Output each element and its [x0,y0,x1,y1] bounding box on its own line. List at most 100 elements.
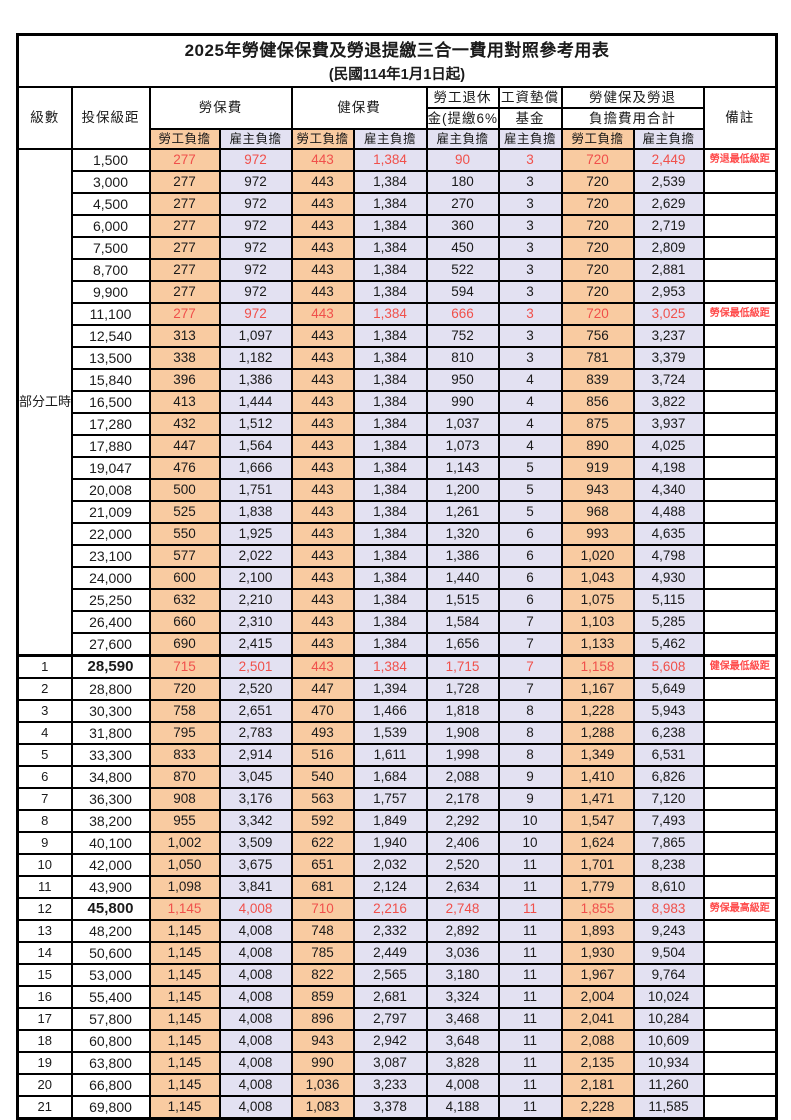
labor-employee-cell: 447 [148,433,221,458]
total-employee-cell: 1,349 [560,742,635,767]
total-employee-cell: 2,135 [560,1050,635,1075]
total-employer-cell: 2,539 [632,169,705,194]
bracket-cell: 16,500 [70,389,151,414]
labor-employer-cell: 2,914 [218,742,293,767]
subheader-total-employer: 雇主負擔 [632,127,705,150]
bracket-cell: 17,880 [70,433,151,458]
table-row: 19 63,800 1,145 4,008 990 3,087 3,828 11 2,135 10… [16,1050,778,1075]
total-employee-cell: 1,547 [560,808,635,833]
wage-fund-employer-cell: 11 [497,962,563,987]
table-row: 26,400 660 2,310 443 1,384 1,584 7 1,103 5,285 [18,609,778,634]
table-row: 7 36,300 908 3,176 563 1,757 2,178 9 1,471 7,120 [16,786,778,811]
total-employee-cell: 1,967 [560,962,635,987]
pension-employer-cell: 2,178 [425,786,500,811]
labor-employee-cell: 277 [148,191,221,216]
pension-employer-cell: 522 [425,257,500,282]
pension-employer-cell: 752 [425,323,500,348]
health-employer-cell: 1,384 [352,411,428,436]
note-cell [702,830,778,855]
bracket-cell: 11,100 [70,301,151,326]
wage-fund-employer-cell: 3 [497,213,563,238]
wage-fund-employer-cell: 11 [497,896,563,921]
pension-employer-cell: 2,892 [425,918,500,943]
bracket-cell: 57,800 [70,1006,151,1031]
total-employer-cell: 7,493 [632,808,705,833]
total-employee-cell: 856 [560,389,635,414]
labor-employer-cell: 2,520 [218,676,293,701]
table-row: 11 43,900 1,098 3,841 681 2,124 2,634 11 1,779 8,… [16,874,778,899]
health-employee-cell: 443 [290,389,355,414]
level-cell: 11 [16,874,73,899]
labor-employer-cell: 1,386 [218,367,293,392]
note-cell: 勞退最低級距 [702,147,778,172]
total-employee-cell: 1,471 [560,786,635,811]
note-cell [702,257,778,282]
health-employee-cell: 443 [290,565,355,590]
table-row: 24,000 600 2,100 443 1,384 1,440 6 1,043 4,930 [18,565,778,590]
health-employer-cell: 1,384 [352,235,428,260]
wage-fund-employer-cell: 7 [497,653,563,679]
health-employee-cell: 443 [290,477,355,502]
total-employee-cell: 2,228 [560,1094,635,1119]
wage-fund-employer-cell: 11 [497,852,563,877]
pension-employer-cell: 1,728 [425,676,500,701]
labor-employer-cell: 2,783 [218,720,293,745]
total-employer-cell: 9,504 [632,940,705,965]
total-employer-cell: 5,649 [632,676,705,701]
total-employee-cell: 1,855 [560,896,635,921]
level-cell: 21 [16,1094,73,1119]
health-employer-cell: 1,384 [352,653,428,679]
total-employee-cell: 2,181 [560,1072,635,1097]
note-cell [702,367,778,392]
pension-employer-cell: 1,515 [425,587,500,612]
total-employee-cell: 720 [560,191,635,216]
total-employer-cell: 5,608 [632,653,705,679]
labor-employer-cell: 2,651 [218,698,293,723]
labor-employer-cell: 972 [218,257,293,282]
total-employer-cell: 4,198 [632,455,705,480]
pension-employer-cell: 1,908 [425,720,500,745]
pension-employer-cell: 270 [425,191,500,216]
total-employer-cell: 7,865 [632,830,705,855]
note-cell [702,808,778,833]
level-cell: 12 [16,896,73,921]
total-employer-cell: 4,930 [632,565,705,590]
health-employee-cell: 443 [290,433,355,458]
wage-fund-employer-cell: 4 [497,433,563,458]
level-cell: 19 [16,1050,73,1075]
page-title: 2025年勞健保保費及勞退提繳三合一費用對照參考用表 [184,40,610,60]
bracket-cell: 66,800 [70,1072,151,1097]
pension-employer-cell: 360 [425,213,500,238]
table-row: 16,500 413 1,444 443 1,384 990 4 856 3,822 [18,389,778,414]
total-employer-cell: 3,379 [632,345,705,370]
pension-employer-cell: 3,828 [425,1050,500,1075]
level-cell: 6 [16,764,73,789]
table-row: 20 66,800 1,145 4,008 1,036 3,233 4,008 11 2,181… [16,1072,778,1097]
bracket-cell: 15,840 [70,367,151,392]
health-employer-cell: 1,384 [352,433,428,458]
note-cell [702,169,778,194]
health-employee-cell: 1,036 [290,1072,355,1097]
level-cell: 16 [16,984,73,1009]
health-employer-cell: 1,384 [352,301,428,326]
wage-fund-employer-cell: 3 [497,235,563,260]
note-cell [702,477,778,502]
col-header-health-insurance: 健保費 [290,85,428,130]
labor-employee-cell: 690 [148,631,221,656]
total-employer-cell: 9,243 [632,918,705,943]
labor-employee-cell: 1,145 [148,940,221,965]
table-row: 13 48,200 1,145 4,008 748 2,332 2,892 11 1,893 9,… [16,918,778,943]
wage-fund-employer-cell: 6 [497,587,563,612]
table-row: 9,900 277 972 443 1,384 594 3 720 2,953 [18,279,778,304]
pension-employer-cell: 3,648 [425,1028,500,1053]
health-employer-cell: 1,384 [352,543,428,568]
health-employee-cell: 592 [290,808,355,833]
labor-employer-cell: 1,182 [218,345,293,370]
labor-employer-cell: 4,008 [218,1094,293,1119]
level-cell: 8 [16,808,73,833]
health-employer-cell: 2,797 [352,1006,428,1031]
wage-fund-employer-cell: 11 [497,940,563,965]
bracket-cell: 42,000 [70,852,151,877]
table-body: 部分工時 1,500 277 972 443 1,384 90 3 720 2,449 勞退最低級距… [16,147,778,1119]
note-cell: 勞保最低級距 [702,301,778,326]
